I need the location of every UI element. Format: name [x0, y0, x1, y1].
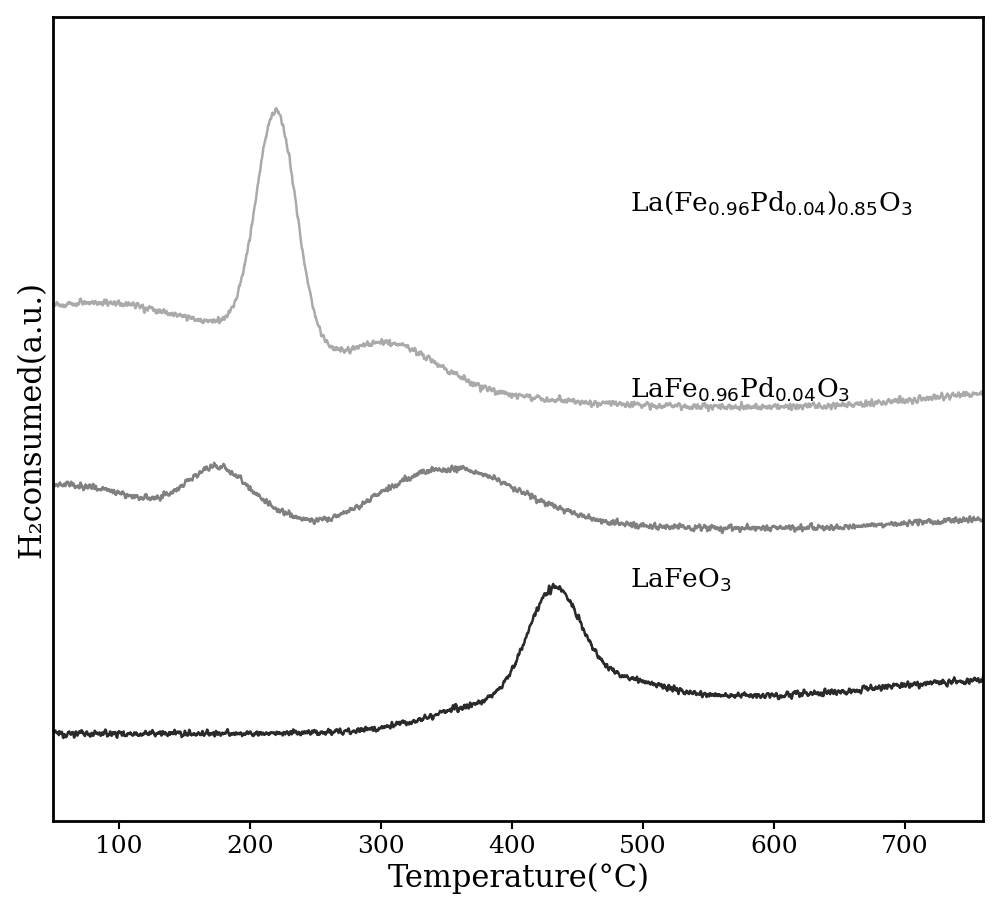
Text: LaFe$_{0.96}$Pd$_{0.04}$O$_3$: LaFe$_{0.96}$Pd$_{0.04}$O$_3$ [630, 375, 850, 404]
Y-axis label: H₂consumed(a.u.): H₂consumed(a.u.) [17, 281, 48, 558]
X-axis label: Temperature(°C): Temperature(°C) [387, 863, 649, 895]
Text: LaFeO$_3$: LaFeO$_3$ [630, 567, 731, 594]
Text: La(Fe$_{0.96}$Pd$_{0.04}$)$_{0.85}$O$_3$: La(Fe$_{0.96}$Pd$_{0.04}$)$_{0.85}$O$_3$ [630, 189, 912, 217]
